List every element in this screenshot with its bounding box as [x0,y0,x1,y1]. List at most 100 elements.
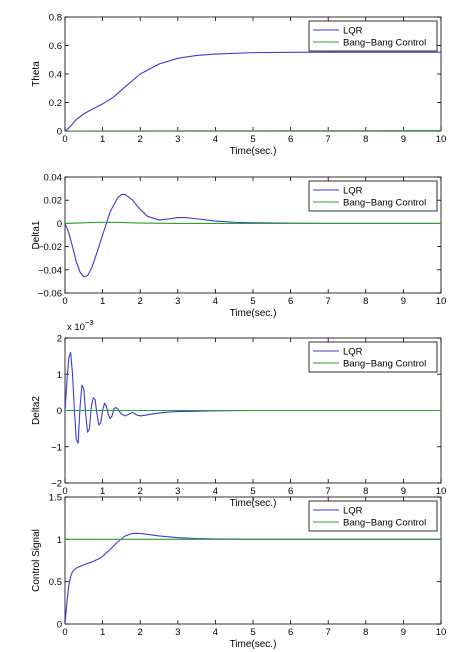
y-tick-label: 0.5 [49,577,62,588]
legend-label: Bang−Bang Control [343,359,426,370]
y-tick-label: −0.06 [38,289,62,300]
x-tick-label: 1 [100,134,105,145]
x-tick-label: 10 [436,296,447,307]
x-axis-label: Time(sec.) [230,308,277,319]
x-tick-label: 1 [100,296,105,307]
y-tick-label: 1 [57,535,62,546]
x-tick-label: 6 [288,296,293,307]
legend-label: LQR [343,347,363,358]
x-tick-label: 0 [62,627,67,638]
y-tick-label: 0.6 [49,41,62,52]
y-tick-label: 0.04 [44,173,63,184]
x-tick-label: 9 [401,627,406,638]
legend-label: LQR [343,26,363,37]
exponent-label: x 10−3 [67,318,94,333]
x-tick-label: 6 [288,627,293,638]
x-tick-label: 4 [213,134,218,145]
x-tick-label: 3 [175,296,180,307]
subplot-3: 0 1 2 3 4 5 6 7 8 9 10 −2 −1 0 1 2 x 10−3 Time(sec.) Delta… [31,318,446,509]
x-tick-label: 7 [326,627,331,638]
x-tick-label: 4 [213,296,218,307]
x-tick-label: 9 [401,134,406,145]
x-tick-label: 3 [175,134,180,145]
y-tick-label: 0 [57,219,62,230]
y-tick-label: 0 [57,127,62,138]
x-tick-label: 0 [62,134,67,145]
x-tick-label: 5 [250,296,255,307]
x-tick-label: 10 [436,134,447,145]
x-tick-label: 8 [363,627,368,638]
x-tick-label: 7 [326,486,331,497]
y-tick-label: −1 [51,442,62,453]
x-tick-label: 3 [175,627,180,638]
x-tick-label: 4 [213,627,218,638]
x-tick-label: 2 [138,627,143,638]
y-tick-label: 0.8 [49,13,62,24]
series-line-lqr [65,351,441,444]
y-tick-label: 1.5 [49,493,62,504]
legend-label: Bang−Bang Control [343,38,426,49]
x-tick-label: 2 [138,486,143,497]
y-axis-label: Theta [31,61,42,87]
x-tick-label: 7 [326,296,331,307]
y-tick-label: 0 [57,620,62,631]
x-axis-label: Time(sec.) [230,146,277,157]
series-line-lqr [65,532,441,624]
y-axis-label: Delta1 [31,220,42,249]
y-tick-label: 0 [57,406,62,417]
x-tick-label: 8 [363,296,368,307]
x-tick-label: 5 [250,486,255,497]
subplot-4: 0 1 2 3 4 5 6 7 8 9 10 0 0.5 1 1.5 Time(sec.) Control Si… [31,493,446,651]
x-tick-label: 4 [213,486,218,497]
y-tick-label: 0.4 [49,70,62,81]
series-line-bang-bang [65,221,441,224]
y-axis-label: Delta2 [31,396,42,425]
x-tick-label: 6 [288,134,293,145]
x-tick-label: 8 [363,134,368,145]
x-tick-label: 7 [326,134,331,145]
subplot-1: 0 1 2 3 4 5 6 7 8 9 10 0 0.2 0.4 0.6 0.8 Time(sec.) Theta… [31,13,446,158]
y-tick-label: −0.04 [38,265,62,276]
series-line-lqr [65,193,441,278]
subplot-2: 0 1 2 3 4 5 6 7 8 9 10 −0.06 −0.04 −0.02 0 0.02 0.04 Time… [31,173,446,320]
y-tick-label: −0.02 [38,242,62,253]
x-tick-label: 2 [138,134,143,145]
x-tick-label: 10 [436,486,447,497]
x-tick-label: 0 [62,296,67,307]
y-tick-label: −2 [51,479,62,490]
legend-box [308,341,438,373]
x-tick-label: 1 [100,627,105,638]
y-axis-label: Control Signal [31,529,42,592]
legend-label: LQR [343,186,363,197]
x-tick-label: 10 [436,627,447,638]
series-line-lqr [65,51,441,131]
x-tick-label: 5 [250,134,255,145]
y-tick-label: 0.02 [44,196,63,207]
x-tick-label: 1 [100,486,105,497]
legend-label: LQR [343,506,363,517]
x-tick-label: 8 [363,486,368,497]
x-tick-label: 9 [401,296,406,307]
legend-box [308,180,438,212]
x-axis-label: Time(sec.) [230,639,277,650]
legend-box [308,500,438,532]
x-tick-label: 0 [62,486,67,497]
x-tick-label: 6 [288,486,293,497]
y-tick-label: 2 [57,334,62,345]
y-tick-label: 0.2 [49,98,62,109]
x-tick-label: 3 [175,486,180,497]
x-tick-label: 2 [138,296,143,307]
x-axis-label: Time(sec.) [230,498,277,509]
legend-label: Bang−Bang Control [343,198,426,209]
x-tick-label: 9 [401,486,406,497]
legend-label: Bang−Bang Control [343,518,426,529]
y-tick-label: 1 [57,370,62,381]
exponent-power: −3 [85,318,94,327]
legend-box [308,20,438,52]
x-tick-label: 5 [250,627,255,638]
